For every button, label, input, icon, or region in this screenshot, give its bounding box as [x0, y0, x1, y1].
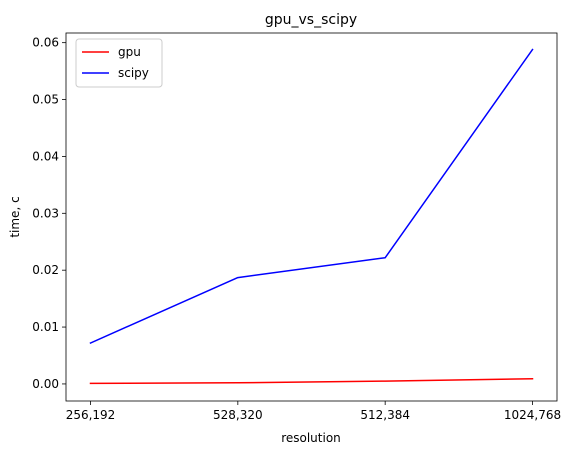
x-tick-label: 512,384: [360, 408, 410, 422]
y-tick-label: 0.03: [32, 206, 59, 220]
y-tick-label: 0.00: [32, 377, 59, 391]
chart-title: gpu_vs_scipy: [265, 12, 357, 28]
series-line-scipy: [89, 48, 534, 344]
legend-label-gpu: gpu: [118, 45, 141, 59]
y-tick-label: 0.04: [32, 149, 59, 163]
legend-label-scipy: scipy: [118, 66, 149, 80]
y-axis-label: time, c: [8, 196, 22, 237]
x-tick-label: 1024,768: [504, 408, 561, 422]
x-axis: 256,192 528,320 512,384 1024,768: [66, 401, 561, 422]
series-line-gpu: [89, 378, 534, 385]
legend: gpu scipy: [75, 38, 163, 88]
y-tick-label: 0.01: [32, 320, 59, 334]
series-lines: [89, 48, 534, 385]
y-tick-label: 0.05: [32, 93, 59, 107]
plot-area: [66, 33, 557, 401]
x-tick-label: 256,192: [66, 408, 116, 422]
legend-box: [75, 38, 163, 88]
y-tick-label: 0.02: [32, 263, 59, 277]
x-axis-label: resolution: [281, 431, 341, 445]
plot-frame: [65, 32, 558, 402]
x-tick-label: 528,320: [213, 408, 263, 422]
y-axis: 0.00 0.01 0.02 0.03 0.04 0.05 0.06: [32, 36, 66, 391]
y-tick-label: 0.06: [32, 36, 59, 50]
